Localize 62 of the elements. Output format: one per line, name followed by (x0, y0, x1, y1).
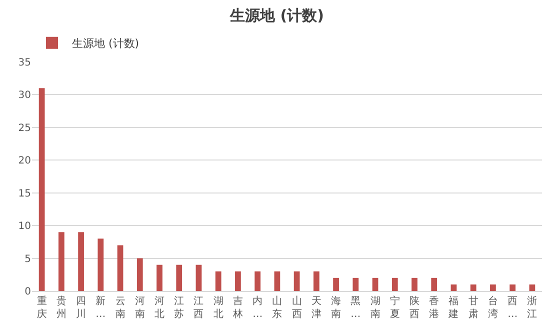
bar (38, 88, 45, 291)
bar (117, 245, 124, 291)
x-tick-label: 甘肃 (468, 295, 478, 320)
bar (490, 284, 496, 291)
bar (470, 284, 476, 291)
x-tick-label: 贵州 (56, 295, 66, 320)
x-tick-label: 江西 (194, 295, 204, 320)
x-tick-label: 台湾 (488, 295, 498, 320)
bar (274, 271, 280, 291)
bar (254, 271, 261, 291)
x-tick-label: 海南 (331, 295, 342, 320)
bar (156, 264, 162, 291)
x-tick-label: 陕西 (410, 295, 420, 320)
x-tick-label: 河南 (134, 295, 145, 320)
bar (78, 232, 84, 291)
bar (58, 232, 64, 291)
y-tick-label: 25 (18, 122, 31, 134)
bar (196, 264, 202, 291)
y-tick-label: 5 (24, 254, 31, 265)
bar (313, 271, 320, 291)
x-tick-label: 江苏 (174, 295, 184, 320)
x-tick-label: 山东 (272, 295, 282, 320)
x-tick-label: 湖南 (370, 295, 380, 320)
bar (529, 284, 536, 291)
y-tick-label: 20 (18, 156, 31, 167)
bar (510, 284, 516, 291)
x-tick-label: 四川 (76, 296, 86, 320)
x-tick-label: 宁夏 (390, 295, 400, 320)
x-tick-label: 西… (508, 296, 518, 320)
bar (392, 278, 398, 291)
bar (136, 258, 143, 291)
y-tick-label: 10 (18, 221, 31, 232)
legend-label: 生源地 (计数) (72, 37, 140, 50)
x-tick-label: 重庆 (36, 295, 47, 320)
x-tick-label: 吉林 (232, 295, 243, 320)
x-tick-label: 福建 (448, 295, 459, 320)
bar (235, 271, 241, 291)
bar (412, 278, 418, 291)
x-tick-label: 内… (252, 295, 263, 320)
bar (98, 238, 104, 291)
x-tick-label: 香港 (429, 295, 440, 320)
x-tick-label: 湖北 (213, 295, 224, 320)
chart-title: 生源地 (计数) (229, 6, 324, 25)
x-tick-label: 云南 (115, 296, 126, 320)
x-tick-label: 河北 (154, 295, 164, 320)
bar (352, 278, 359, 291)
y-tick-label: 15 (18, 188, 31, 200)
y-tick-label: 35 (18, 58, 31, 68)
bar (450, 284, 457, 291)
x-tick-label: 新… (96, 295, 106, 320)
x-tick-label: 黑… (350, 296, 361, 320)
bar (176, 264, 182, 291)
bar (294, 271, 300, 291)
x-tick-label: 山西 (292, 295, 302, 320)
bar (333, 278, 339, 291)
x-tick-label: 天津 (311, 296, 322, 320)
y-tick-label: 30 (18, 90, 31, 102)
y-tick-label: 0 (24, 286, 31, 298)
x-tick-label: 浙江 (527, 295, 538, 320)
bar (215, 271, 222, 291)
bar (372, 278, 378, 291)
bar (431, 278, 438, 291)
